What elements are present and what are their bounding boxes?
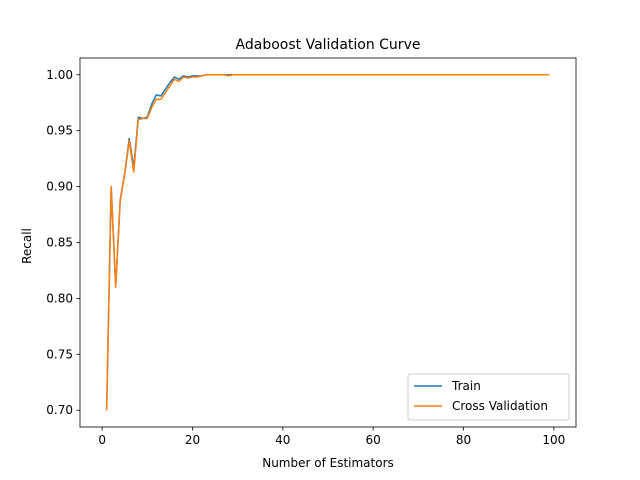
y-tick-label: 1.00 (46, 68, 73, 82)
series-layer (105, 74, 550, 411)
series-line-cross-validation (105, 74, 550, 411)
y-tick-label: 0.75 (46, 347, 73, 361)
legend: Train Cross Validation (407, 373, 570, 421)
series-line-train (105, 74, 550, 411)
x-axis-ticks: 0 20 40 60 80 100 (98, 427, 565, 447)
legend-box (407, 373, 570, 421)
y-axis-label: Recall (20, 228, 34, 264)
x-tick-label: 20 (185, 433, 200, 447)
y-tick-label: 0.80 (46, 291, 73, 305)
chart-title: Adaboost Validation Curve (236, 37, 421, 53)
y-tick-label: 0.95 (46, 124, 73, 138)
y-tick-label: 0.85 (46, 236, 73, 250)
x-tick-label: 60 (366, 433, 381, 447)
x-tick-label: 40 (275, 433, 290, 447)
y-tick-label: 0.70 (46, 403, 73, 417)
plot-frame (79, 57, 577, 428)
y-axis-ticks: 0.70 0.75 0.80 0.85 0.90 0.95 1.00 (46, 68, 80, 417)
x-tick-label: 80 (456, 433, 471, 447)
x-tick-label: 100 (542, 433, 565, 447)
y-tick-label: 0.90 (46, 180, 73, 194)
legend-label: Train (451, 379, 481, 393)
x-axis-label: Number of Estimators (262, 456, 394, 470)
x-tick-label: 0 (98, 433, 106, 447)
legend-label: Cross Validation (452, 399, 548, 413)
